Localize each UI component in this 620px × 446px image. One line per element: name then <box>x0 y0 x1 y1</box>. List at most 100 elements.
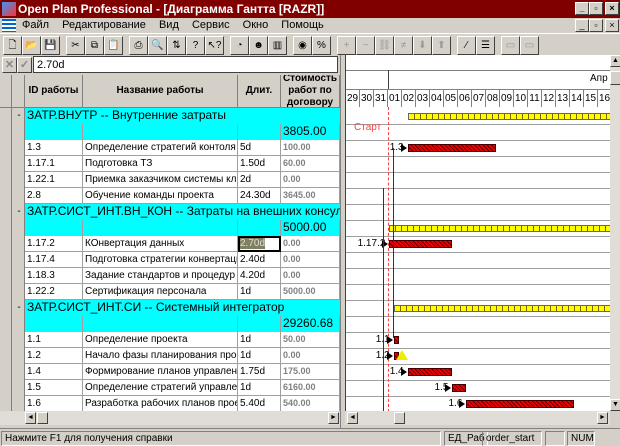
chart-icon[interactable]: ▥ <box>268 36 287 55</box>
print-icon[interactable]: ⎙ <box>129 36 148 55</box>
task-name[interactable]: КОнвертация данных <box>83 236 238 252</box>
task-duration[interactable]: 24.30d <box>238 188 281 204</box>
task-name[interactable]: Задание стандартов и процедур по д <box>83 268 238 284</box>
table-row[interactable]: 1.17.4 Подготовка стратегии конвертации 2.… <box>0 252 340 268</box>
task-duration[interactable]: 4.20d <box>238 268 281 284</box>
collapse-toggle[interactable] <box>12 220 25 236</box>
row-selector[interactable] <box>0 156 12 172</box>
task-bar[interactable] <box>407 368 453 376</box>
menu-edit[interactable]: Редактирование <box>62 19 146 31</box>
table-row[interactable]: - ЗАТР.СИСТ_ИНТ.ВН_КОН -- Затраты на внеш… <box>0 204 340 220</box>
task-id[interactable]: 1.22.1 <box>25 172 83 188</box>
table-row[interactable]: 1.6 Разработка рабочих планов проекта 5.40… <box>0 396 340 412</box>
gantt-horizontal-scrollbar[interactable]: ◄ ► <box>345 411 610 425</box>
resource-icon[interactable]: ☻ <box>249 36 268 55</box>
sort-icon[interactable]: ⇅ <box>167 36 186 55</box>
new-icon[interactable]: 🗋 <box>3 36 22 55</box>
scroll-down-button[interactable]: ▼ <box>610 399 620 411</box>
row-selector[interactable] <box>0 332 12 348</box>
task-bar[interactable] <box>393 336 399 344</box>
task-bar[interactable] <box>389 240 453 248</box>
zoom-in-icon[interactable]: ▭ <box>501 36 520 55</box>
scroll-left-button[interactable]: ◄ <box>347 412 358 424</box>
row-selector[interactable] <box>0 316 12 332</box>
header-name[interactable]: Название работы <box>83 75 238 108</box>
cut-icon[interactable]: ✂ <box>66 36 85 55</box>
preview-icon[interactable]: 🔍 <box>148 36 167 55</box>
close-button[interactable]: × <box>605 2 619 15</box>
task-id[interactable]: 1.3 <box>25 140 83 156</box>
task-cost[interactable]: 50.00 <box>281 332 340 348</box>
collapse-toggle[interactable] <box>12 316 25 332</box>
task-duration[interactable]: 2.70d <box>238 236 281 252</box>
collapse-toggle[interactable] <box>12 236 25 252</box>
summary-bar[interactable] <box>389 225 610 232</box>
row-selector[interactable] <box>0 220 12 236</box>
task-id[interactable]: 1.17.4 <box>25 252 83 268</box>
vertical-scrollbar[interactable]: ▲ ▼ <box>610 55 620 411</box>
table-row[interactable]: 1.1 Определение проекта 1d 50.00 <box>0 332 340 348</box>
row-selector[interactable] <box>0 396 12 412</box>
task-duration[interactable]: 2.40d <box>238 252 281 268</box>
row-selector[interactable] <box>0 140 12 156</box>
task-id[interactable]: 2.8 <box>25 188 83 204</box>
task-id[interactable]: 1.4 <box>25 364 83 380</box>
task-cost[interactable]: 0.00 <box>281 252 340 268</box>
header-id[interactable]: ID работы <box>25 75 83 108</box>
task-bar[interactable] <box>407 144 496 152</box>
color-icon[interactable]: ⁄ <box>457 36 476 55</box>
task-name[interactable]: Подготовка ТЗ <box>83 156 238 172</box>
task-cost[interactable]: 60.00 <box>281 156 340 172</box>
bars-icon[interactable]: ☰ <box>476 36 495 55</box>
zoom-out-icon[interactable]: ▭ <box>520 36 539 55</box>
task-duration[interactable]: 1d <box>238 380 281 396</box>
table-row[interactable]: - ЗАТР.СИСТ_ИНТ.СИ -- Системный интеграто… <box>0 300 340 316</box>
task-cost[interactable]: 0.00 <box>281 268 340 284</box>
row-selector[interactable] <box>0 108 12 124</box>
task-cost[interactable]: 0.00 <box>281 172 340 188</box>
task-bar[interactable] <box>466 400 575 408</box>
task-duration[interactable]: 1d <box>238 348 281 364</box>
header-duration[interactable]: Длит. <box>238 75 281 108</box>
cell-edit-input[interactable] <box>33 56 338 73</box>
collapse-toggle[interactable] <box>12 348 25 364</box>
row-selector[interactable] <box>0 204 12 220</box>
add-icon[interactable]: + <box>337 36 356 55</box>
paste-icon[interactable]: 📋 <box>104 36 123 55</box>
task-cost[interactable]: 175.00 <box>281 364 340 380</box>
child-restore-button[interactable]: ▫ <box>589 19 603 32</box>
collapse-toggle[interactable] <box>12 332 25 348</box>
menu-help[interactable]: Помощь <box>281 19 324 31</box>
collapse-toggle[interactable] <box>12 284 25 300</box>
task-name[interactable]: Подготовка стратегии конвертации <box>83 252 238 268</box>
task-duration[interactable]: 1d <box>238 332 281 348</box>
task-cost[interactable]: 5000.00 <box>281 284 340 300</box>
table-row[interactable]: 3805.00 <box>0 124 340 140</box>
minimize-button[interactable]: _ <box>575 2 589 15</box>
table-row[interactable]: 1.17.1 Подготовка ТЗ 1.50d 60.00 <box>0 156 340 172</box>
scroll-up-button[interactable]: ▲ <box>610 55 620 67</box>
menu-window[interactable]: Окно <box>242 19 269 31</box>
scroll-left-button[interactable]: ◄ <box>25 412 36 424</box>
row-selector[interactable] <box>0 252 12 268</box>
collapse-toggle[interactable] <box>12 268 25 284</box>
row-selector[interactable] <box>0 124 12 140</box>
scroll-right-button[interactable]: ► <box>597 412 608 424</box>
task-duration[interactable]: 1.75d <box>238 364 281 380</box>
row-selector[interactable] <box>0 348 12 364</box>
row-selector[interactable] <box>0 268 12 284</box>
row-selector[interactable] <box>0 172 12 188</box>
task-id[interactable]: 1.5 <box>25 380 83 396</box>
menu-tools[interactable]: Сервис <box>191 19 230 31</box>
task-id[interactable]: 1.22.2 <box>25 284 83 300</box>
task-cost[interactable]: 540.00 <box>281 396 340 412</box>
task-cost[interactable]: 3645.00 <box>281 188 340 204</box>
schedule-icon[interactable]: ◔ <box>230 36 249 55</box>
help-icon[interactable]: ? <box>186 36 205 55</box>
collapse-toggle[interactable] <box>12 396 25 412</box>
task-id[interactable]: 1.18.3 <box>25 268 83 284</box>
task-name[interactable]: Разработка рабочих планов проекта <box>83 396 238 412</box>
row-selector[interactable] <box>0 364 12 380</box>
